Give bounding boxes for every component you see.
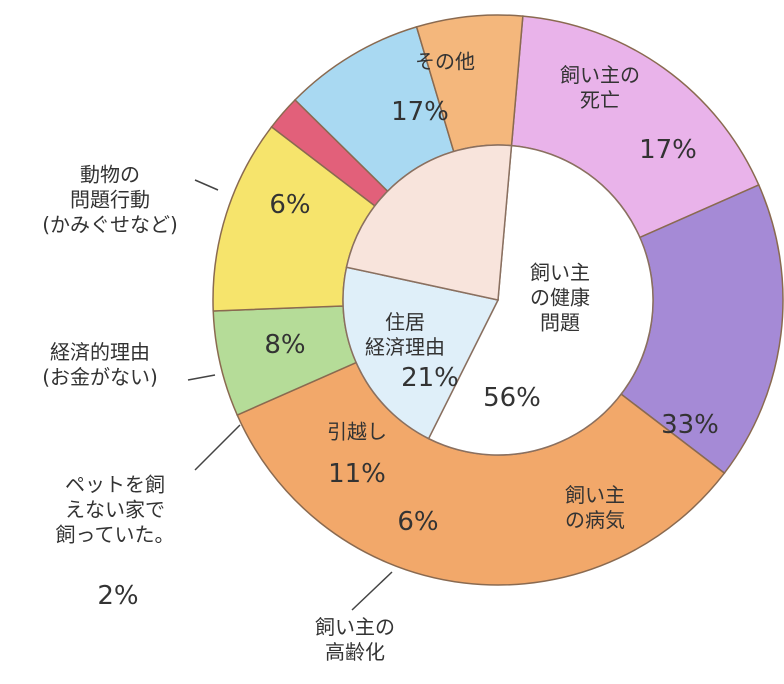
value-label: 33% xyxy=(661,409,719,440)
pie-slice xyxy=(427,144,654,456)
value-label: 8% xyxy=(264,329,306,360)
value-label: 56% xyxy=(483,382,541,413)
slice-label: 住居 経済理由 xyxy=(365,310,445,359)
value-label: 2% xyxy=(97,580,139,611)
value-label: 6% xyxy=(397,506,439,537)
segment-label: 飼い主の 死亡 xyxy=(560,63,640,112)
pie-slice xyxy=(345,144,513,301)
segment-label: 飼い主の 高齢化 xyxy=(315,615,395,664)
leader-line xyxy=(194,424,241,471)
value-label: 17% xyxy=(391,96,449,127)
segment-label: ペットを飼 えない家で 飼っていた。 xyxy=(55,472,175,547)
slice-label: 飼い主 の健康 問題 xyxy=(530,260,590,335)
value-label: 11% xyxy=(328,458,386,489)
value-label: 17% xyxy=(639,134,697,165)
segment-label: その他 xyxy=(415,49,475,74)
leader-line xyxy=(187,374,216,381)
segment-label: 経済的理由 (お金がない) xyxy=(42,340,158,389)
value-label: 21% xyxy=(401,362,459,393)
value-label: 6% xyxy=(269,189,311,220)
segment-label: 引越し xyxy=(327,419,387,444)
segment-label: 動物の 問題行動 (かみぐせなど) xyxy=(42,162,178,237)
segment-label: 飼い主 の病気 xyxy=(565,483,625,532)
leader-line xyxy=(351,571,393,611)
pie-slice xyxy=(342,266,500,440)
leader-line xyxy=(194,179,219,191)
